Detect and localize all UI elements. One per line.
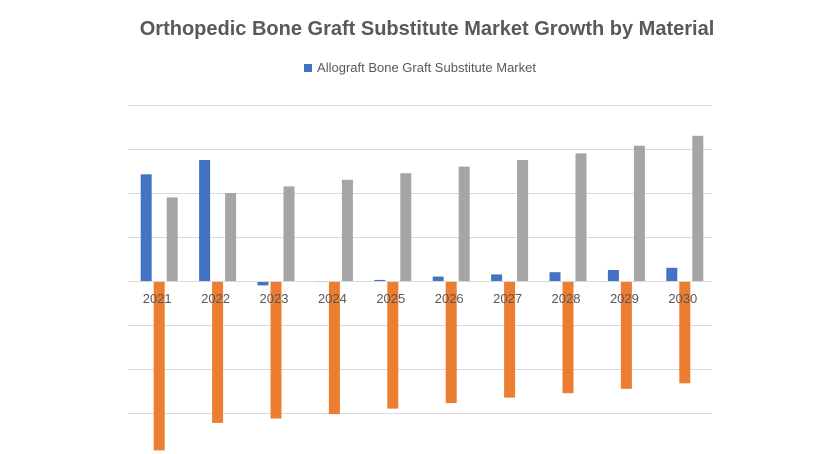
bar-series2-2025 — [387, 281, 399, 409]
bar-series2-2022 — [212, 281, 224, 423]
x-tick-label: 2027 — [493, 291, 522, 306]
bar-series3-2023 — [283, 186, 295, 281]
bar-series2-2021 — [153, 281, 165, 451]
legend-swatch-allograft — [304, 64, 313, 72]
bar-series3-2028 — [575, 153, 587, 281]
bar-series3-2024 — [341, 179, 353, 281]
chart-legend: Allograft Bone Graft Substitute Market — [0, 60, 840, 75]
bar-series1-2028 — [549, 272, 561, 281]
bar-series1-2025 — [374, 279, 386, 281]
bar-series3-2030 — [692, 135, 704, 281]
x-tick-label: 2030 — [668, 291, 697, 306]
x-tick-label: 2028 — [552, 291, 581, 306]
bar-series2-2030 — [679, 281, 691, 384]
bar-series3-2027 — [517, 160, 529, 281]
bar-series2-2026 — [445, 281, 457, 404]
x-tick-label: 2021 — [143, 291, 172, 306]
legend-label-allograft: Allograft Bone Graft Substitute Market — [317, 60, 536, 75]
bar-series2-2027 — [504, 281, 516, 398]
x-tick-label: 2025 — [376, 291, 405, 306]
bar-series3-2022 — [225, 193, 237, 281]
bar-series2-2023 — [270, 281, 282, 419]
bar-series2-2028 — [562, 281, 574, 394]
bar-series3-2021 — [166, 197, 178, 281]
bar-series1-2029 — [607, 270, 619, 281]
bar-series3-2025 — [400, 173, 412, 281]
x-tick-label: 2024 — [318, 291, 347, 306]
bar-series3-2029 — [633, 145, 645, 281]
bar-series1-2027 — [491, 274, 503, 281]
bar-series1-2026 — [432, 276, 444, 281]
x-tick-label: 2026 — [435, 291, 464, 306]
x-tick-label: 2029 — [610, 291, 639, 306]
x-tick-label: 2022 — [201, 291, 230, 306]
bar-series1-2022 — [199, 160, 211, 281]
bar-series3-2026 — [458, 166, 470, 281]
bar-series2-2029 — [620, 281, 632, 389]
bar-series1-2023 — [257, 281, 269, 286]
bar-series1-2021 — [140, 174, 152, 281]
chart-title: Orthopedic Bone Graft Substitute Market … — [139, 18, 715, 40]
bar-series2-2024 — [328, 281, 340, 415]
bar-series1-2030 — [666, 267, 678, 281]
x-tick-label: 2023 — [260, 291, 289, 306]
